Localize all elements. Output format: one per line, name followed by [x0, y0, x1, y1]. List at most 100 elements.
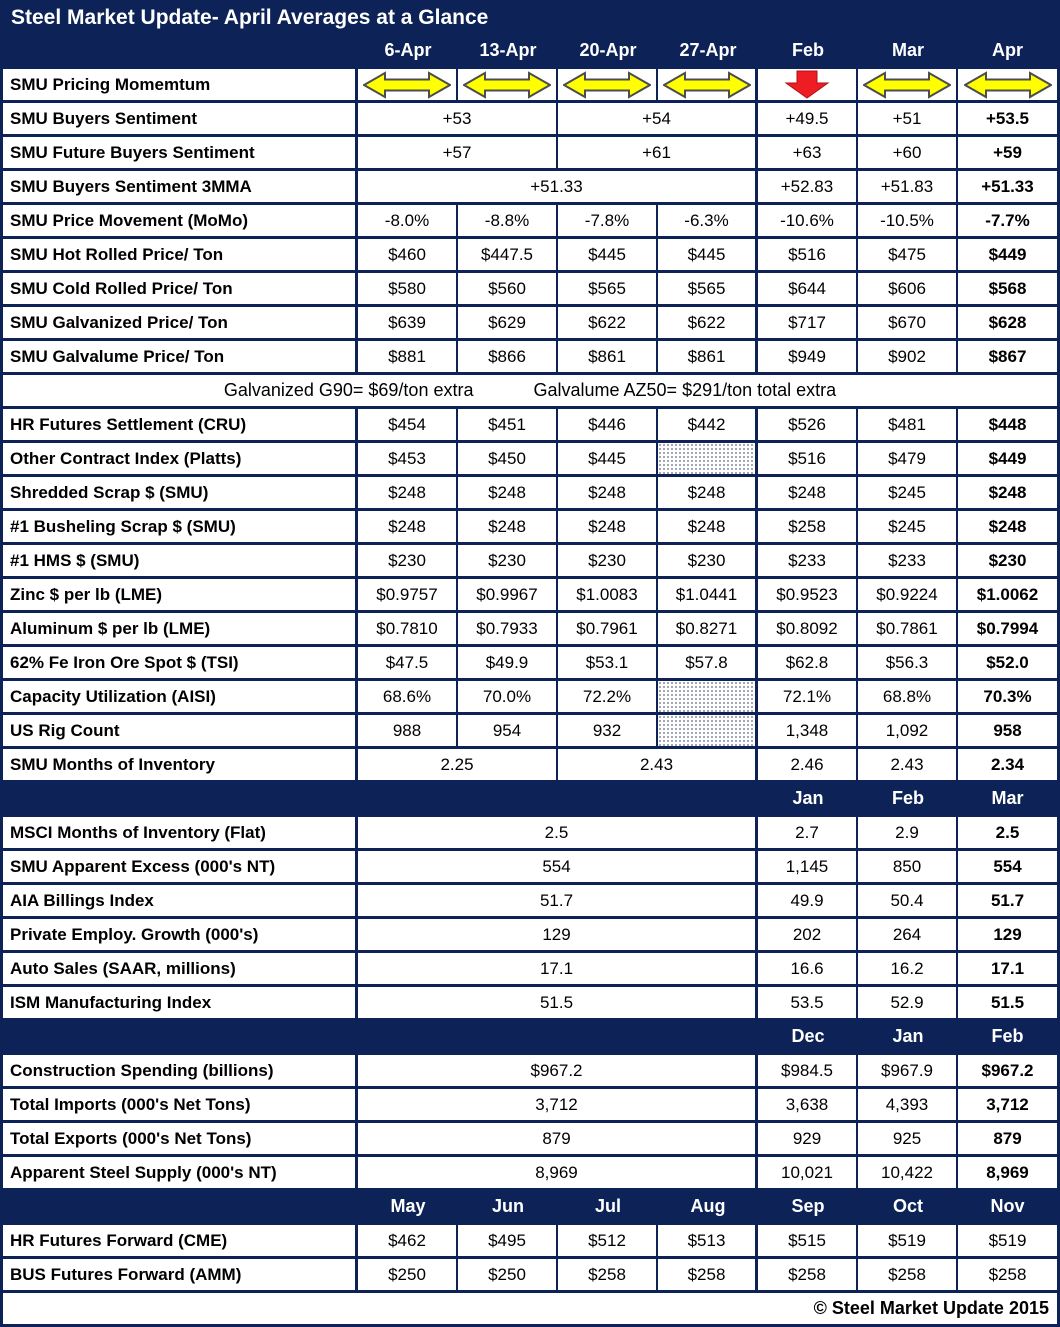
value-cell: 8,969: [358, 1157, 758, 1188]
value-cell: $56.3: [858, 647, 958, 678]
double-arrow-icon-cell: [858, 69, 958, 100]
value-cell: 958: [958, 715, 1057, 746]
value-cell: $450: [458, 443, 558, 474]
month-header: Apr: [992, 40, 1023, 60]
value-cell: $0.9224: [858, 579, 958, 610]
note-text: Galvanized G90= $69/ton extra: [223, 380, 474, 400]
value-cell: $445: [658, 239, 758, 270]
value-cell: +57: [358, 137, 558, 168]
double-arrow-icon-cell: [358, 69, 458, 100]
value-cell: +51.33: [958, 171, 1057, 202]
row-label: Private Employ. Growth (000's): [3, 919, 358, 950]
table-row: US Rig Count 988 954 932 1,348 1,092 958: [3, 715, 1057, 749]
value-cell: $248: [958, 477, 1057, 508]
value-cell: 16.6: [758, 953, 858, 984]
value-cell: $258: [758, 511, 858, 542]
month-header: Jan: [792, 788, 824, 808]
value-cell: $565: [658, 273, 758, 304]
value-cell: $0.7861: [858, 613, 958, 644]
value-cell: $449: [958, 239, 1057, 270]
month-header: Aug: [690, 1196, 726, 1216]
value-cell: -8.8%: [458, 205, 558, 236]
table-row: Auto Sales (SAAR, millions) 17.1 16.6 16.2 1…: [3, 953, 1057, 987]
value-cell: +53.5: [958, 103, 1057, 134]
down-arrow-icon-cell: [758, 69, 858, 100]
value-cell: $580: [358, 273, 458, 304]
value-cell: 10,422: [858, 1157, 958, 1188]
value-cell: $516: [758, 443, 858, 474]
month-header-row: May Jun Jul Aug Sep Oct Nov: [3, 1191, 1057, 1225]
value-cell: 929: [758, 1123, 858, 1154]
value-cell: 954: [458, 715, 558, 746]
row-label: BUS Futures Forward (AMM): [3, 1259, 358, 1290]
value-cell: $57.8: [658, 647, 758, 678]
value-cell: 16.2: [858, 953, 958, 984]
value-cell: 1,348: [758, 715, 858, 746]
row-label: Total Exports (000's Net Tons): [3, 1123, 358, 1154]
row-label: Total Imports (000's Net Tons): [3, 1089, 358, 1120]
row-label: HR Futures Forward (CME): [3, 1225, 358, 1256]
no-data-cell: [658, 715, 758, 746]
table-body: 6-Apr 13-Apr 20-Apr 27-Apr Feb Mar Apr SMU Pric…: [3, 35, 1057, 1327]
value-cell: $902: [858, 341, 958, 372]
value-cell: 72.1%: [758, 681, 858, 712]
value-cell: 51.7: [958, 885, 1057, 916]
value-cell: 202: [758, 919, 858, 950]
value-cell: 3,638: [758, 1089, 858, 1120]
double-arrow-icon: [463, 70, 551, 99]
table-row: SMU Galvalume Price/ Ton $881 $866 $861 $861…: [3, 341, 1057, 375]
month-header: 13-Apr: [479, 40, 537, 60]
row-label: Capacity Utilization (AISI): [3, 681, 358, 712]
value-cell: 988: [358, 715, 458, 746]
value-cell: $258: [858, 1259, 958, 1290]
row-label: SMU Months of Inventory: [3, 749, 358, 780]
value-cell: $445: [558, 239, 658, 270]
table-row: SMU Price Movement (MoMo) -8.0% -8.8% -7.8%…: [3, 205, 1057, 239]
row-label: #1 Busheling Scrap $ (SMU): [3, 511, 358, 542]
value-cell: $481: [858, 409, 958, 440]
month-header: Sep: [791, 1196, 825, 1216]
value-cell: 50.4: [858, 885, 958, 916]
value-cell: $448: [958, 409, 1057, 440]
note-row: Galvanized G90= $69/ton extra Galvalume A…: [3, 375, 1057, 409]
row-label: SMU Buyers Sentiment 3MMA: [3, 171, 358, 202]
value-cell: $881: [358, 341, 458, 372]
value-cell: $0.8271: [658, 613, 758, 644]
value-cell: $248: [658, 477, 758, 508]
value-cell: 10,021: [758, 1157, 858, 1188]
value-cell: -7.7%: [958, 205, 1057, 236]
month-header: Feb: [891, 788, 924, 808]
value-cell: $0.7810: [358, 613, 458, 644]
value-cell: +54: [558, 103, 758, 134]
value-cell: $479: [858, 443, 958, 474]
month-header: Jan: [892, 1026, 924, 1046]
value-cell: $513: [658, 1225, 758, 1256]
row-label: #1 HMS $ (SMU): [3, 545, 358, 576]
value-cell: $606: [858, 273, 958, 304]
value-cell: $49.9: [458, 647, 558, 678]
value-cell: $0.7961: [558, 613, 658, 644]
value-cell: 2.25: [358, 749, 558, 780]
table-row: SMU Pricing Momemtum: [3, 69, 1057, 103]
no-data-cell: [658, 443, 758, 474]
row-label: US Rig Count: [3, 715, 358, 746]
value-cell: 932: [558, 715, 658, 746]
value-cell: $52.0: [958, 647, 1057, 678]
table-row: #1 Busheling Scrap $ (SMU) $248 $248 $248 $2…: [3, 511, 1057, 545]
double-arrow-icon: [963, 70, 1052, 99]
value-cell: $245: [858, 477, 958, 508]
month-header: Mar: [891, 40, 924, 60]
table-row: Zinc $ per lb (LME) $0.9757 $0.9967 $1.0083…: [3, 579, 1057, 613]
value-cell: $449: [958, 443, 1057, 474]
value-cell: $1.0441: [658, 579, 758, 610]
value-cell: 129: [958, 919, 1057, 950]
value-cell: $622: [558, 307, 658, 338]
value-cell: +49.5: [758, 103, 858, 134]
value-cell: 49.9: [758, 885, 858, 916]
value-cell: $519: [958, 1225, 1057, 1256]
double-arrow-icon-cell: [958, 69, 1057, 100]
row-label: AIA Billings Index: [3, 885, 358, 916]
value-cell: +51.83: [858, 171, 958, 202]
row-label: SMU Price Movement (MoMo): [3, 205, 358, 236]
value-cell: 3,712: [958, 1089, 1057, 1120]
